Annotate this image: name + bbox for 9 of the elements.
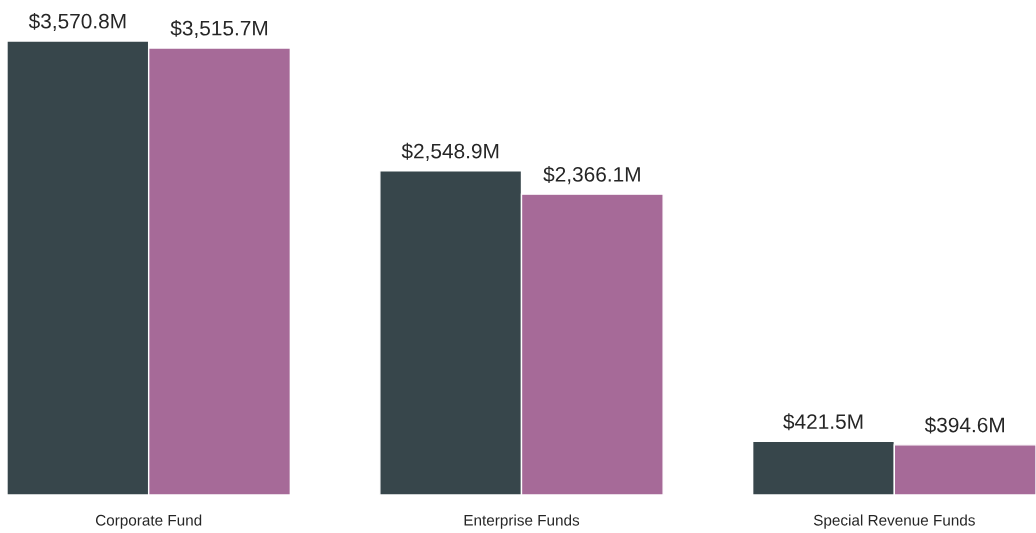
x-tick-label: Special Revenue Funds (813, 514, 975, 529)
x-tick-label: Corporate Fund (95, 514, 202, 529)
x-tick-label: Enterprise Funds (464, 514, 580, 529)
data-label: $421.5M (783, 413, 863, 431)
data-label: $3,515.7M (170, 19, 268, 39)
data-label: $2,548.9M (401, 142, 499, 161)
data-label: $394.6M (924, 416, 1004, 434)
data-label: $3,570.8M (28, 12, 126, 32)
data-label: $2,366.1M (543, 166, 640, 185)
